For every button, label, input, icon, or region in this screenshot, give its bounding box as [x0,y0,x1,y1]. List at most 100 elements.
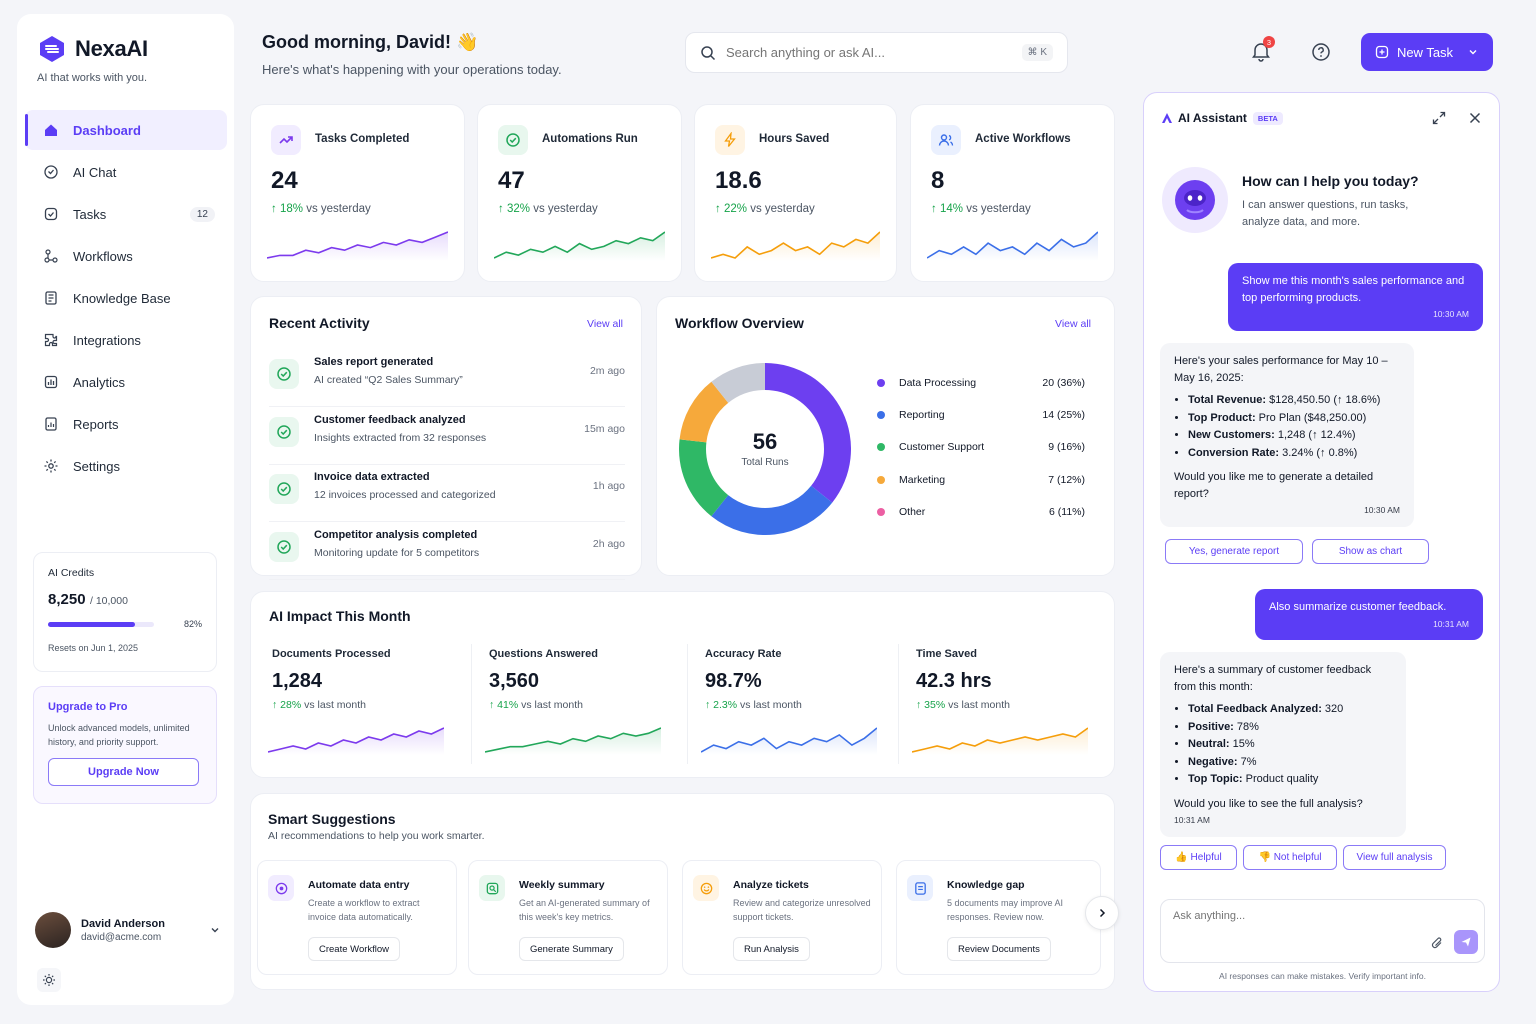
paperclip-icon[interactable] [1430,936,1444,950]
trend-icon [279,136,293,144]
view-full-analysis-button[interactable]: View full analysis [1343,845,1446,870]
arrow-up-icon: ↑ [498,203,507,215]
impact-sparkline-wrap [911,725,1126,760]
workflow-view-all-link[interactable]: View all [1055,318,1091,330]
sidebar-item-reports[interactable]: Reports [25,404,227,444]
sidebar-item-knowledge-base[interactable]: Knowledge Base [25,278,227,318]
stat-sparkline-wrap [710,229,881,266]
impact-delta-note: vs last month [948,699,1010,711]
check-circle-icon [277,367,291,381]
activity-item[interactable]: Customer feedback analyzed Insights extra… [269,409,625,465]
sparkline-line [911,727,1089,753]
suggestion-icon-tile [479,875,505,901]
impact-delta-value: 2.3% [713,699,738,711]
suggestion-action-button[interactable]: Review Documents [947,937,1051,961]
show-as-chart-button[interactable]: Show as chart [1312,539,1429,564]
sidebar-item-settings[interactable]: Settings [25,446,227,486]
assistant-greeting: How can I help you today? [1242,173,1419,189]
impact-sparkline [911,727,1089,755]
donut-slice-reporting[interactable] [711,485,833,535]
assistant-disclaimer: AI responses can make mistakes. Verify i… [1219,971,1426,981]
sidebar-item-integrations[interactable]: Integrations [25,320,227,360]
sidebar-item-analytics[interactable]: Analytics [25,362,227,402]
home-icon [45,124,57,136]
impact-delta-value: 35% [924,699,946,711]
donut-slice-customer-support[interactable] [679,439,729,517]
credits-reset: Resets on Jun 1, 2025 [48,643,139,653]
assistant-avatar [1162,167,1228,233]
legend-dot [877,475,885,484]
theme-toggle[interactable] [37,968,61,992]
stat-delta: ↑ 14% vs yesterday [931,203,1031,215]
new-task-button[interactable]: New Task [1361,33,1493,71]
assistant-input-box[interactable] [1160,899,1485,963]
sidebar-item-dashboard[interactable]: Dashboard [25,110,227,150]
sidebar-item-workflows[interactable]: Workflows [25,236,227,276]
impact-value: 42.3 hrs [916,670,992,692]
not-helpful-button[interactable]: 👎 Not helpful [1243,845,1337,870]
stat-value: 24 [271,167,298,194]
sidebar-item-ai-chat[interactable]: AI Chat [25,152,227,192]
helpful-button[interactable]: 👍 Helpful [1160,845,1237,870]
stat-card-automations-run: Automations Run 47 ↑ 32% vs yesterday [477,104,682,282]
impact-delta-note: vs last month [740,699,802,711]
donut-slice-marketing[interactable] [679,381,729,443]
activity-item[interactable]: Competitor analysis completed Monitoring … [269,524,625,580]
bolt-icon [724,132,736,147]
stat-label: Active Workflows [975,133,1071,145]
upgrade-now-button[interactable]: Upgrade Now [48,757,199,786]
legend-item: Reporting 14 (25%) [877,405,1085,425]
ai-message-list-item: Positive: 78% [1188,719,1392,736]
search-bar[interactable]: ⌘ K [685,32,1068,73]
check-circle-icon [506,133,520,147]
sidebar-item-label: Knowledge Base [73,290,171,306]
impact-sparkline-wrap [700,725,915,760]
arrow-up-icon: ↑ [272,699,281,711]
suggestion-action-button[interactable]: Generate Summary [519,937,624,961]
impact-label: Questions Answered [489,648,599,660]
sparkline-area [927,232,1098,261]
activity-icon-tile [269,359,299,389]
stat-sparkline [266,231,449,261]
help-button[interactable] [1311,42,1331,67]
stat-value: 47 [498,167,525,194]
activity-view-all-link[interactable]: View all [587,318,623,330]
stat-sparkline [926,231,1099,261]
send-button[interactable] [1454,930,1478,954]
activity-item[interactable]: Invoice data extracted 12 invoices proces… [269,466,625,522]
message-time: 10:30 AM [1433,309,1469,319]
list-item-key: Negative: [1188,755,1238,768]
yes-generate-report-button[interactable]: Yes, generate report [1165,539,1303,564]
suggestion-action-button[interactable]: Run Analysis [733,937,810,961]
impact-metric: Time Saved 42.3 hrs ↑ 35% vs last month [911,648,1126,768]
donut-slice-data-processing[interactable] [765,363,851,503]
brand[interactable]: NexaAI [37,34,148,64]
gear-icon [44,459,58,473]
sidebar-item-tasks[interactable]: Tasks 12 [25,194,227,234]
stat-delta-note: vs yesterday [306,203,371,215]
donut-slice-other[interactable] [711,363,765,403]
suggestion-action-button[interactable]: Create Workflow [308,937,401,961]
close-icon[interactable] [1468,111,1482,125]
expand-icon[interactable] [1432,111,1446,125]
notifications-button[interactable]: 3 [1250,36,1275,64]
legend-value: 14 (25%) [1042,409,1085,422]
activity-item[interactable]: Sales report generated AI created “Q2 Sal… [269,351,625,407]
impact-label: Documents Processed [272,648,391,660]
user-message-text: Also summarize customer feedback. [1269,601,1447,613]
chevron-down-icon[interactable] [209,924,221,936]
activity-time: 2h ago [592,537,625,550]
suggestions-next-button[interactable] [1085,896,1119,930]
beta-badge: BETA [1252,111,1283,125]
activity-icon-tile [269,416,299,447]
user-profile[interactable]: David Anderson david@acme.com [35,912,221,948]
ai-message-intro: Here's your sales performance for May 10… [1174,355,1388,384]
list-item-key: Top Topic: [1188,773,1243,785]
search-input[interactable] [726,45,1012,60]
workflow-overview-title: Workflow Overview [675,315,804,331]
help-icon [1312,43,1330,61]
assistant-input[interactable] [1173,910,1433,922]
list-item-key: Total Feedback Analyzed: [1188,703,1322,715]
activity-icon-tile [269,531,299,562]
stat-value: 8 [931,167,945,194]
